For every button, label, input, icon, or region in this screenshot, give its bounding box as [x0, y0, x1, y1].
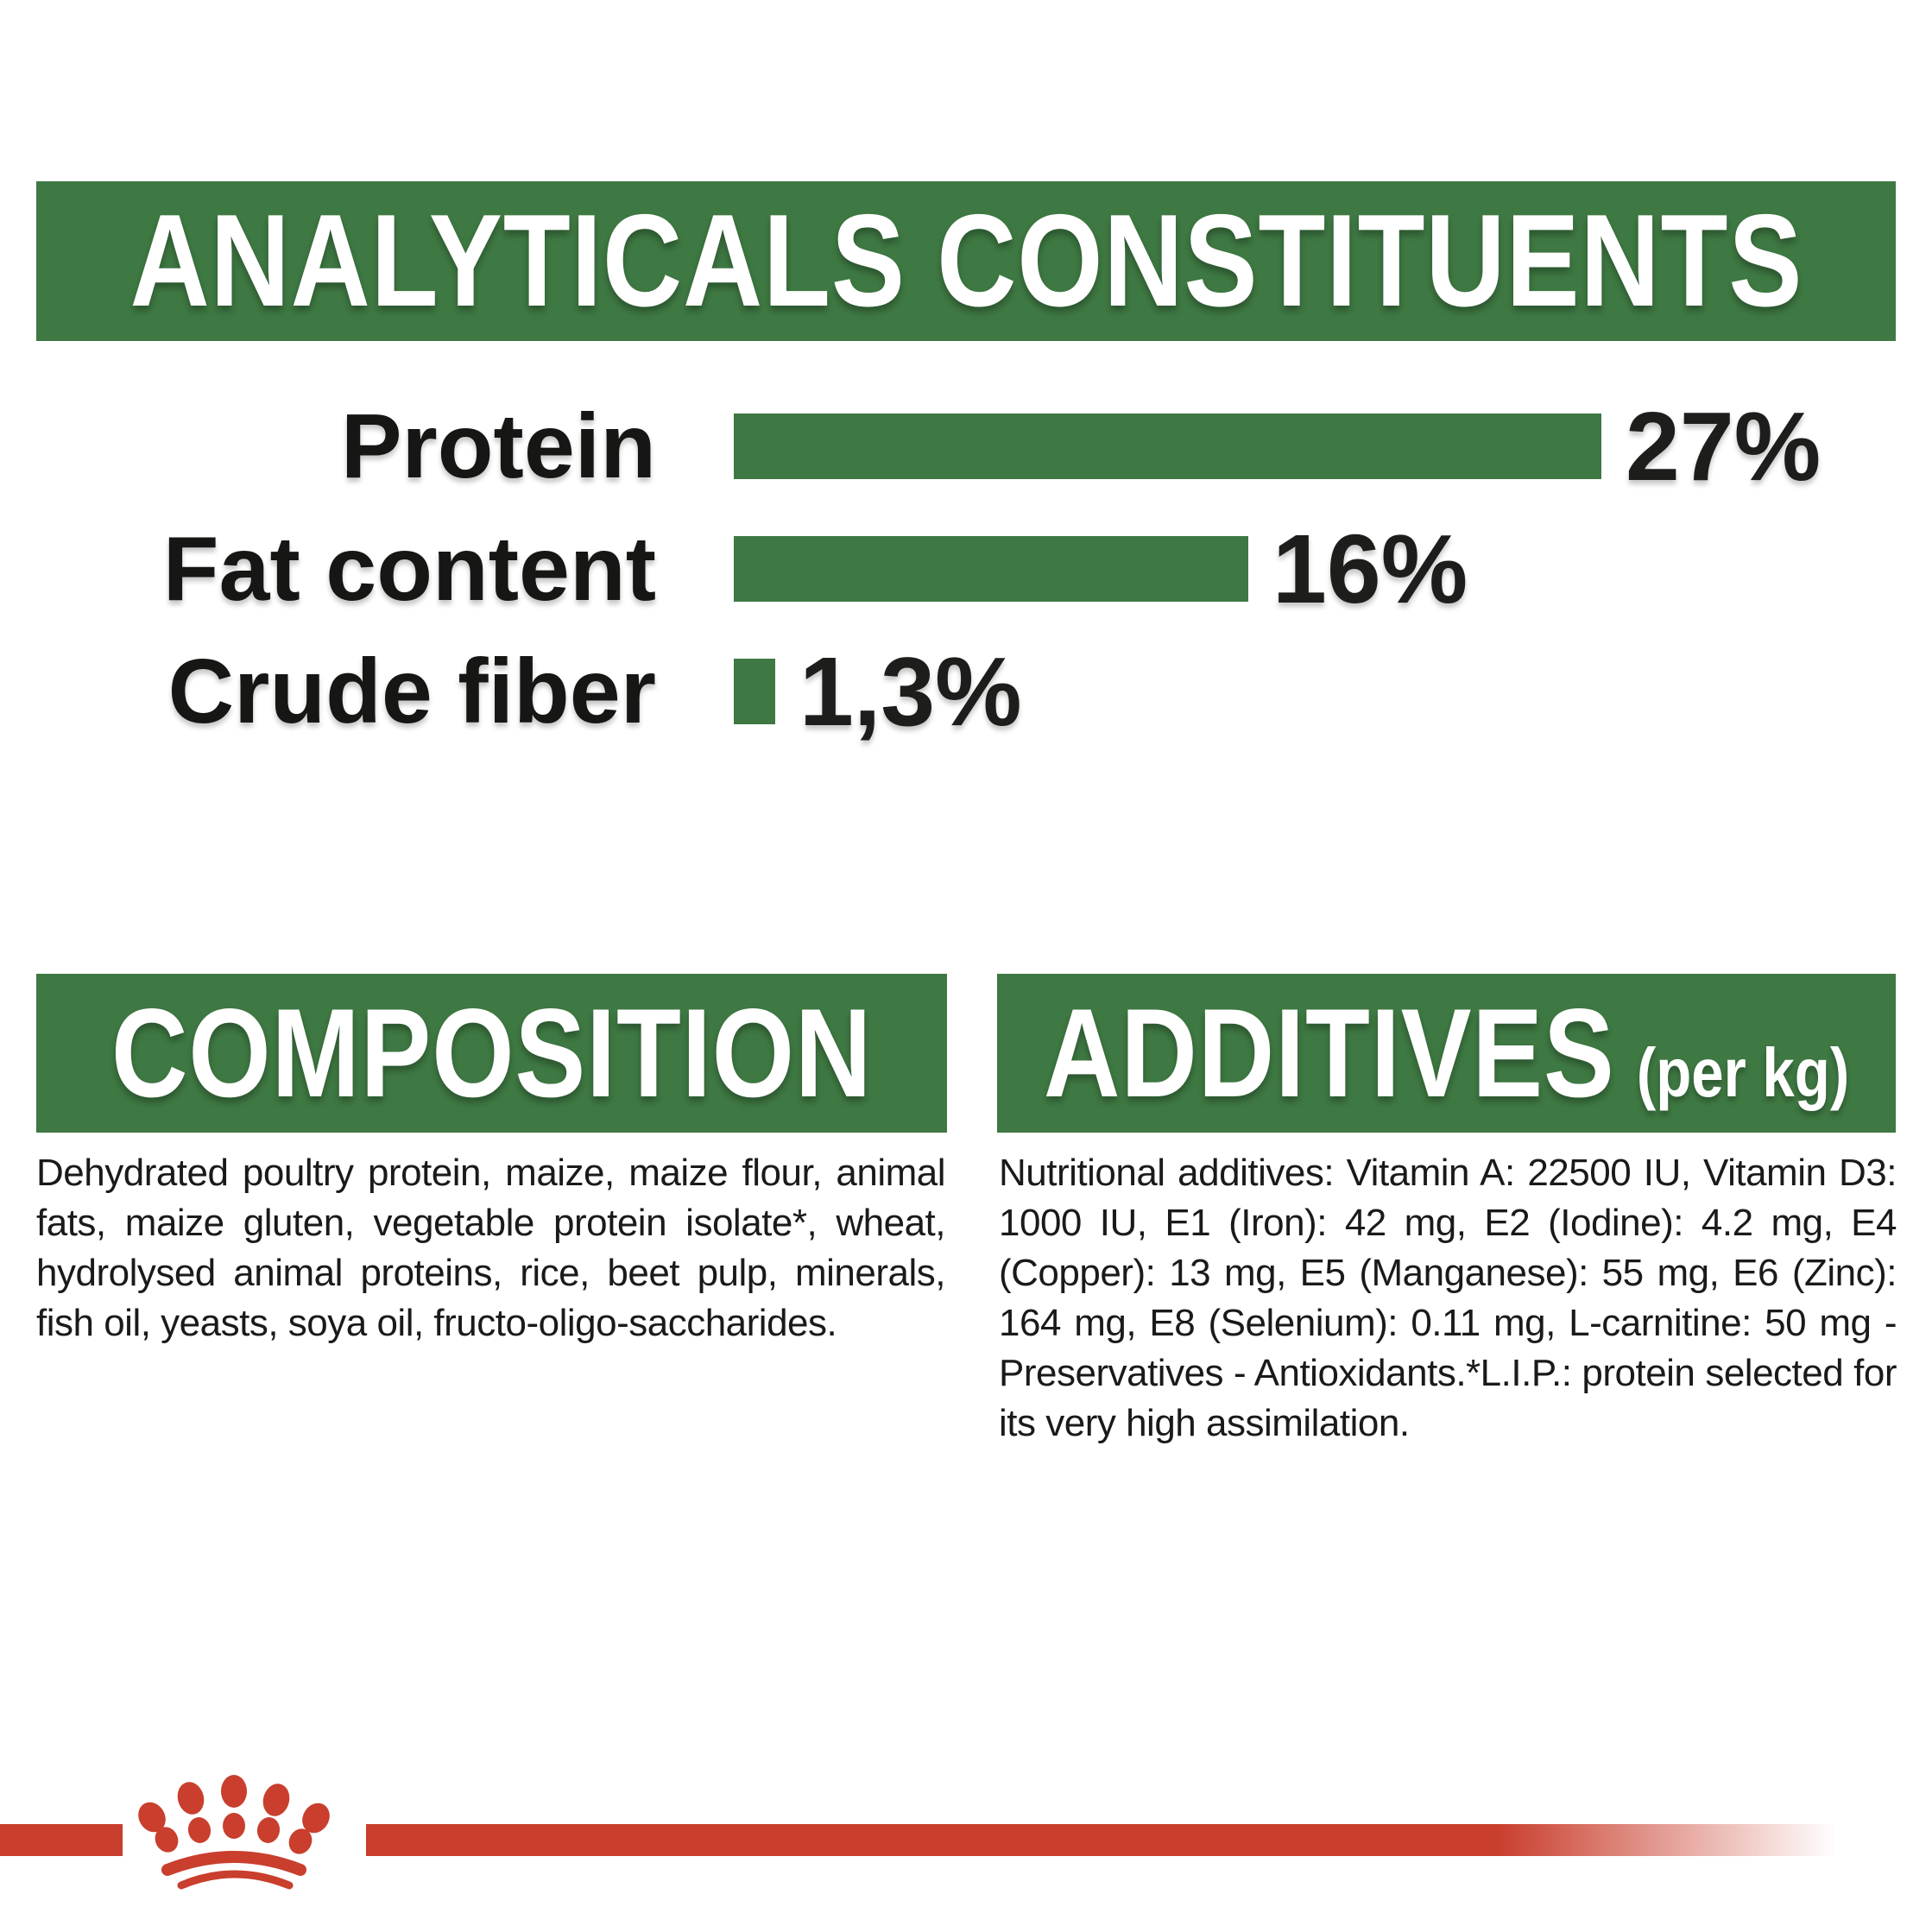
additives-title-suffix: (per kg) [1636, 1034, 1850, 1111]
bar-label: Crude fiber [167, 640, 656, 742]
additives-body: Nutritional additives: Vitamin A: 22500 … [999, 1152, 1897, 1444]
bar-value: 16% [1272, 515, 1468, 623]
bar-label: Protein [340, 395, 656, 497]
bar [734, 536, 1248, 602]
royal-canin-crown-paw-icon [138, 1775, 330, 1890]
bar-label: Fat content [162, 517, 656, 620]
composition-title: COMPOSITION [110, 982, 873, 1123]
bar-value: 27% [1626, 392, 1822, 501]
additives-title: ADDITIVES [1043, 982, 1615, 1123]
brand-stripe-right [366, 1824, 1835, 1856]
bar [734, 414, 1601, 479]
chart-row: Fat content 16% [0, 515, 1932, 623]
brand-stripe-left [0, 1824, 123, 1856]
chart-row: Protein 27% [0, 392, 1932, 501]
chart-row: Crude fiber 1,3% [0, 637, 1932, 746]
analytical-constituents-chart: Protein 27% Fat content 16% Crude fiber 1,3% [0, 392, 1932, 775]
composition-body: Dehydrated poultry protein, maize, maize… [36, 1152, 946, 1344]
additives-banner: ADDITIVES (per kg) [997, 974, 1896, 1133]
analyticals-title: ANALYTICALS CONSTITUENTS [129, 187, 1803, 334]
bar [734, 659, 775, 724]
bar-value: 1,3% [799, 637, 1022, 746]
analyticals-banner: ANALYTICALS CONSTITUENTS [36, 181, 1896, 341]
composition-banner: COMPOSITION [36, 974, 947, 1133]
